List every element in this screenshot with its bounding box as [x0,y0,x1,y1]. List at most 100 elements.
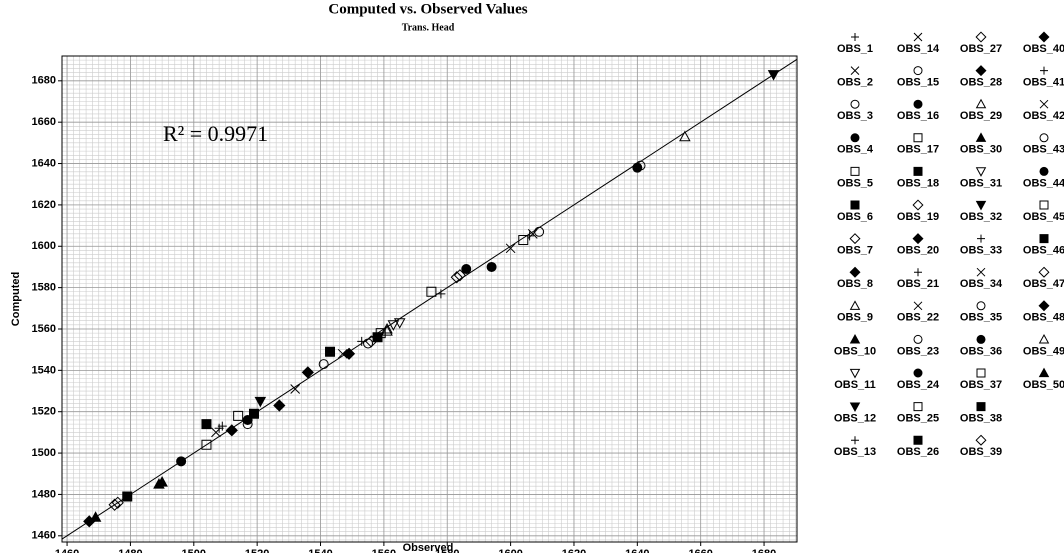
data-point [461,264,472,275]
legend-label: OBS_41 [1023,77,1064,89]
legend-label: OBS_25 [897,413,939,425]
marker-shape [632,162,643,173]
data-point [122,491,133,502]
chart-title: Computed vs. Observed Values [328,1,527,17]
legend-entry: OBS_32 [960,200,1002,223]
marker-shape [976,368,986,378]
marker-shape [913,435,923,445]
marker-shape [913,32,923,42]
marker-shape [254,396,267,408]
legend-entry: OBS_31 [960,167,1002,189]
marker-shape [849,368,861,379]
marker-shape [176,456,187,467]
marker-shape [851,436,859,445]
legend-entry: OBS_35 [960,301,1002,324]
data-point [342,347,356,360]
marker-shape [122,491,133,502]
legend-label: OBS_18 [897,177,939,189]
y-tick-label: 1660 [32,116,56,128]
legend-entry: OBS_41 [1023,66,1064,89]
legend-label: OBS_10 [834,345,876,357]
data-point [217,421,227,431]
marker-shape [912,199,924,211]
legend-label: OBS_4 [837,144,874,156]
legend-label: OBS_12 [834,413,876,425]
marker-shape [849,300,861,310]
legend-label: OBS_20 [897,245,939,257]
data-point [233,410,244,421]
data-point [381,325,393,336]
legend-label: OBS_39 [960,446,1002,458]
legend-entry: OBS_5 [837,166,873,189]
marker-shape [679,130,691,142]
legend-label: OBS_38 [960,413,1002,425]
marker-shape [201,419,212,430]
legend-entry: OBS_23 [897,334,939,357]
data-point [301,366,314,379]
data-point [436,289,446,299]
x-tick-label: 1640 [625,548,649,553]
legend-entry: OBS_47 [1023,266,1064,290]
marker-shape [337,348,348,359]
y-tick-label: 1580 [32,282,56,294]
marker-shape [1038,31,1050,43]
legend-label: OBS_44 [1023,177,1064,189]
marker-shape [357,336,367,346]
data-point [486,261,497,272]
legend-entry: OBS_26 [897,435,939,458]
legend-entry: OBS_16 [897,99,939,122]
marker-shape [913,99,923,109]
y-tick-label: 1520 [32,406,56,418]
marker-shape [975,65,987,77]
legend-entry: OBS_15 [897,66,939,89]
legend-entry: OBS_10 [834,333,876,357]
legend-entry: OBS_14 [897,32,940,55]
data-point [453,269,467,282]
x-axis-label: Observed [403,542,454,553]
marker-shape [426,286,437,297]
legend-entry: OBS_38 [960,402,1002,425]
marker-shape [527,229,538,239]
data-point [632,162,643,173]
legend-entry: OBS_8 [837,266,873,290]
x-tick-label: 1680 [752,548,776,553]
data-point [337,348,348,359]
marker-shape [453,269,467,282]
legend-label: OBS_1 [837,43,873,55]
legend-label: OBS_8 [837,278,873,290]
legend-label: OBS_36 [960,345,1002,357]
x-tick-label: 1600 [498,548,522,553]
marker-shape [1039,200,1049,210]
legend-label: OBS_31 [960,177,1002,189]
data-point [357,336,367,346]
marker-shape [1040,66,1048,75]
marker-shape [849,233,861,245]
legend-entry: OBS_44 [1023,166,1064,189]
x-tick-label: 1620 [562,548,586,553]
marker-shape [290,384,301,394]
legend-label: OBS_34 [960,278,1003,290]
legend-label: OBS_42 [1023,110,1064,122]
data-point [89,511,102,522]
legend-label: OBS_49 [1023,345,1064,357]
marker-shape [486,261,497,272]
marker-shape [201,439,212,450]
x-tick-label: 1500 [182,548,206,553]
marker-shape [914,268,922,277]
y-tick-label: 1460 [32,530,56,542]
data-point [273,399,286,412]
legend-entry: OBS_27 [960,31,1002,55]
marker-shape [450,271,463,284]
marker-shape [849,402,861,413]
marker-shape [273,399,286,412]
data-point [111,496,124,509]
legend-entry: OBS_24 [897,368,940,391]
plot-frame [61,55,798,543]
marker-shape [318,359,329,370]
marker-shape [850,99,860,109]
legend-entry: OBS_4 [837,133,874,156]
legend-entry: OBS_34 [960,267,1003,290]
legend-label: OBS_11 [834,379,876,391]
legend-entry: OBS_33 [960,234,1002,257]
